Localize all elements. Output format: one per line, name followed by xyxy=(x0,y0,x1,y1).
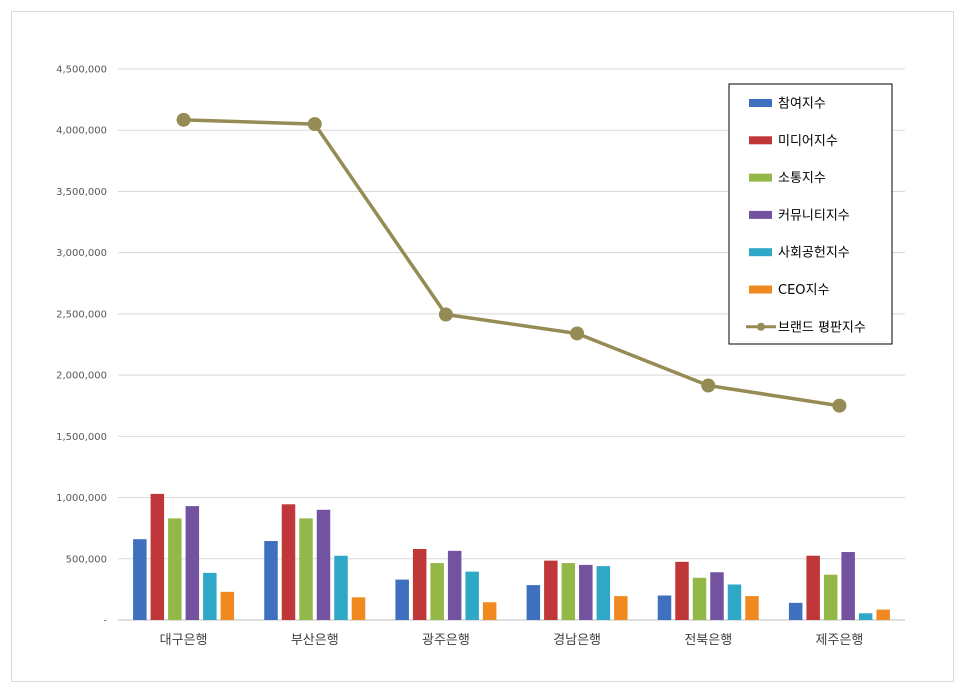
line-point xyxy=(832,398,847,413)
bar xyxy=(858,613,873,620)
gridlines xyxy=(118,68,905,621)
legend-label: 사회공헌지수 xyxy=(778,246,850,261)
legend-label: 미디어지수 xyxy=(778,134,838,149)
bar xyxy=(727,584,742,620)
bar xyxy=(526,585,541,620)
y-tick-label: - xyxy=(103,616,107,627)
legend-swatch xyxy=(749,99,772,107)
bar xyxy=(675,561,689,620)
bar xyxy=(299,518,313,620)
line-point xyxy=(570,326,585,341)
x-tick-label: 광주은행 xyxy=(422,632,470,648)
x-tick-label: 대구은행 xyxy=(160,632,208,648)
bar xyxy=(745,596,759,620)
y-tick-label: 2,500,000 xyxy=(56,309,107,320)
bar xyxy=(596,566,611,620)
bar xyxy=(692,577,707,620)
y-tick-label: 4,500,000 xyxy=(56,65,107,76)
legend-swatch xyxy=(749,136,772,145)
bar xyxy=(465,571,479,620)
y-tick-label: 1,000,000 xyxy=(56,493,107,504)
bar xyxy=(876,609,890,620)
bar xyxy=(316,509,331,620)
bar xyxy=(614,596,628,620)
line-point xyxy=(176,112,191,127)
bar xyxy=(710,572,724,620)
y-tick-label: 1,500,000 xyxy=(56,432,107,443)
bar xyxy=(579,564,593,620)
bar xyxy=(264,541,278,620)
bar xyxy=(168,518,182,620)
x-tick-label: 제주은행 xyxy=(815,632,863,648)
bar-series xyxy=(133,493,890,620)
bar xyxy=(334,555,348,620)
y-axis-ticks: - 500,000 1,000,000 1,500,000 2,000,000 2,500… xyxy=(56,65,107,627)
chart-canvas: - 500,000 1,000,000 1,500,000 2,000,000 2,500… xyxy=(56,65,905,648)
bar xyxy=(220,591,235,620)
y-tick-label: 2,000,000 xyxy=(56,371,107,382)
y-tick-label: 4,000,000 xyxy=(56,126,107,137)
legend-label: 커뮤니티지수 xyxy=(778,208,850,223)
legend-label: CEO지수 xyxy=(778,283,829,298)
x-tick-label: 전북은행 xyxy=(684,632,732,648)
legend-swatch xyxy=(749,173,772,182)
bar xyxy=(788,602,803,620)
bar xyxy=(841,552,855,620)
line-point xyxy=(701,378,716,393)
legend-label: 소통지수 xyxy=(778,171,826,186)
chart-frame: - 500,000 1,000,000 1,500,000 2,000,000 2,500… xyxy=(11,11,954,682)
bar xyxy=(281,504,296,620)
bar xyxy=(544,560,558,620)
y-tick-label: 3,500,000 xyxy=(56,187,107,198)
legend-label: 참여지수 xyxy=(778,97,826,112)
y-tick-label: 500,000 xyxy=(66,554,107,565)
legend-swatch xyxy=(749,248,772,257)
legend-swatch xyxy=(749,210,772,219)
bar xyxy=(150,493,165,620)
line-series xyxy=(176,112,847,413)
line-point xyxy=(438,307,453,322)
bar xyxy=(561,563,576,620)
bar xyxy=(657,595,672,620)
line-point xyxy=(307,117,322,132)
y-tick-label: 3,000,000 xyxy=(56,248,107,259)
bar xyxy=(823,574,838,620)
bar xyxy=(351,597,366,620)
bar xyxy=(430,563,444,620)
x-tick-label: 부산은행 xyxy=(291,632,339,648)
bar xyxy=(482,602,497,620)
bar xyxy=(395,579,409,620)
bar xyxy=(806,555,820,620)
bar xyxy=(412,548,427,620)
line-series-path xyxy=(183,118,840,408)
bar xyxy=(133,539,147,620)
bar xyxy=(203,572,217,620)
x-axis-labels: 대구은행 부산은행 광주은행 경남은행 전북은행 제주은행 xyxy=(160,632,864,648)
legend-line-marker xyxy=(757,322,765,331)
legend-swatch xyxy=(749,285,772,294)
legend-label: 브랜드 평판지수 xyxy=(778,320,866,335)
x-tick-label: 경남은행 xyxy=(553,632,601,648)
bar xyxy=(447,550,462,620)
bar xyxy=(185,506,200,620)
